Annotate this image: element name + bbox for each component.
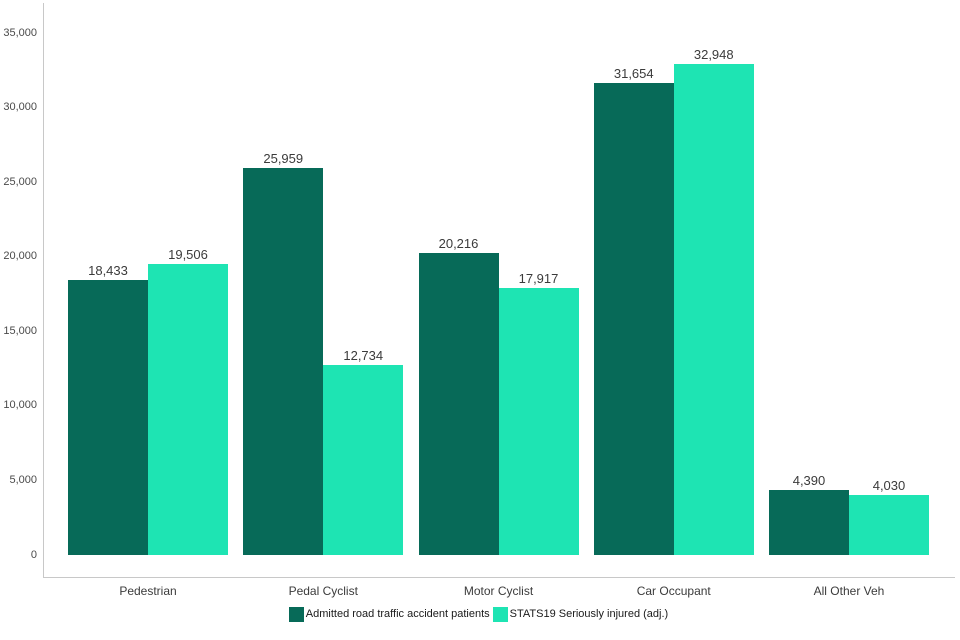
y-tick-label: 30,000 [3,101,37,114]
bar-value-label: 31,654 [613,66,654,81]
bar-car-occupant-series-0[interactable] [593,83,674,555]
bar-value-label: 4,390 [792,473,826,488]
bar-motor-cyclist-series-0[interactable] [418,253,499,555]
legend-item-admitted-patients[interactable]: Admitted road traffic accident patients [288,607,493,622]
bar-car-occupant-series-1[interactable] [673,64,754,555]
legend-item-stats19-injured[interactable]: STATS19 Seriously injured (adj.) [492,607,672,622]
bar-value-label: 19,506 [168,247,208,262]
y-tick-label: 5,000 [9,473,37,486]
bar-value-label: 20,216 [438,236,479,251]
bar-pedal-cyclist-series-1[interactable] [323,365,404,555]
y-tick-label: 20,000 [3,250,37,263]
legend: Admitted road traffic accident patients … [0,607,960,622]
y-tick-label: 25,000 [3,175,37,188]
x-category-label-all-other-veh: All Other Veh [813,584,885,598]
x-category-label-pedestrian: Pedestrian [119,584,177,598]
bar-all-other-veh-series-1[interactable] [849,495,929,555]
y-tick-label: 15,000 [3,324,37,337]
x-category-label-motor-cyclist: Motor Cyclist [463,584,534,598]
bar-value-label: 4,030 [872,478,906,493]
bar-pedal-cyclist-series-0[interactable] [243,168,324,555]
legend-label-stats19-injured: STATS19 Seriously injured (adj.) [509,608,669,620]
bar-value-label: 32,948 [693,47,734,62]
x-category-label-pedal-cyclist: Pedal Cyclist [288,584,358,598]
bar-pedestrian-series-1[interactable] [148,264,228,555]
y-tick-label: 10,000 [3,399,37,412]
x-axis-line [43,577,955,578]
plot-area: 0 5,000 10,000 15,000 20,000 25,000 30,000 35,0… [3,3,955,598]
x-category-label-car-occupant: Car Occupant [636,584,711,598]
legend-swatch-admitted-patients [288,607,304,622]
y-tick-label: 35,000 [3,26,37,39]
bar-pedestrian-series-0[interactable] [68,280,148,555]
bar-value-label: 17,917 [518,271,559,286]
bar-value-label: 25,959 [263,151,304,166]
legend-swatch-stats19-injured [492,607,508,622]
y-tick-label: 0 [30,548,37,561]
y-axis-line [43,3,44,578]
bar-value-label: 12,734 [343,348,384,363]
legend-label-admitted-patients: Admitted road traffic accident patients [305,608,490,620]
bar-motor-cyclist-series-1[interactable] [498,288,579,555]
bar-all-other-veh-series-0[interactable] [769,490,849,555]
bar-value-label: 18,433 [88,263,128,278]
